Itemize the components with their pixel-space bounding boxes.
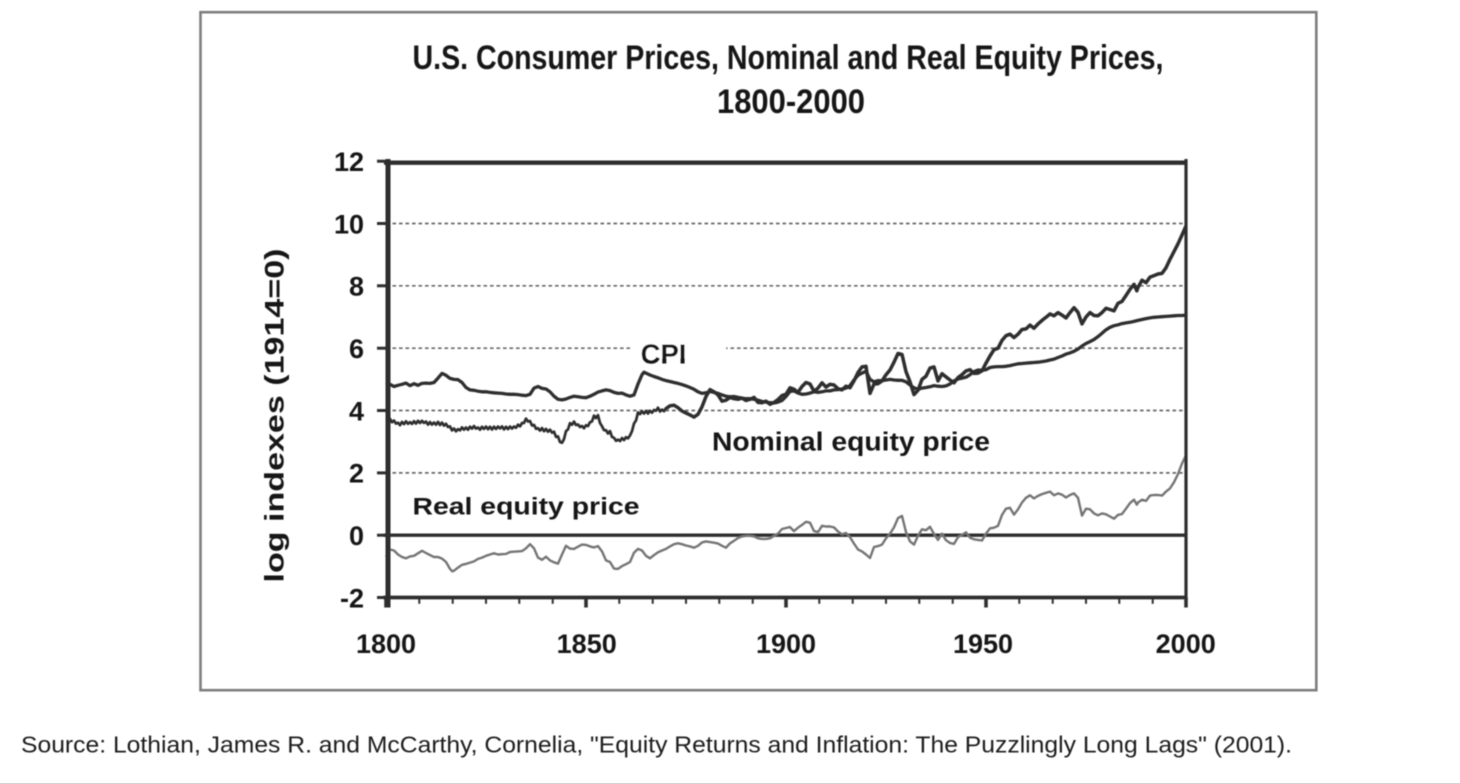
svg-text:4: 4 — [349, 396, 364, 426]
svg-text:10: 10 — [334, 209, 364, 239]
svg-text:Nominal equity price: Nominal equity price — [712, 429, 990, 457]
svg-text:2: 2 — [349, 459, 364, 489]
svg-text:0: 0 — [349, 521, 364, 551]
svg-text:U.S. Consumer Prices, Nominal: U.S. Consumer Prices, Nominal and Real E… — [413, 39, 1164, 77]
svg-text:1900: 1900 — [756, 629, 816, 659]
svg-text:6: 6 — [349, 334, 364, 364]
svg-text:Source: Lothian, James R. and: Source: Lothian, James R. and McCarthy, … — [21, 732, 1292, 758]
svg-text:2000: 2000 — [1156, 629, 1216, 659]
svg-text:1950: 1950 — [953, 629, 1013, 659]
svg-text:CPI: CPI — [641, 339, 687, 370]
svg-text:1800: 1800 — [356, 629, 416, 659]
svg-text:8: 8 — [349, 272, 364, 302]
svg-text:Real equity price: Real equity price — [413, 494, 640, 521]
svg-text:12: 12 — [334, 147, 364, 177]
svg-text:log indexes (1914=0): log indexes (1914=0) — [260, 249, 290, 583]
svg-text:1800-2000: 1800-2000 — [717, 83, 865, 121]
svg-text:1850: 1850 — [557, 629, 617, 659]
svg-text:-2: -2 — [340, 583, 364, 613]
